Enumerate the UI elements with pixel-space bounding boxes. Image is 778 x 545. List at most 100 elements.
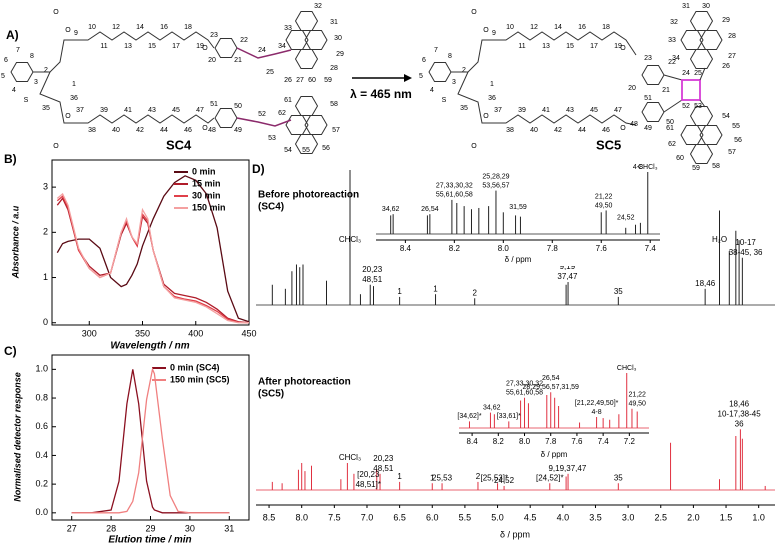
trace-title: (SC4): [258, 202, 284, 213]
atom-label: 47: [614, 107, 622, 114]
peak-annotation: [34,62]*: [457, 413, 481, 420]
x-tick-label: 4.0: [557, 512, 570, 522]
plot-frame: [51, 159, 250, 326]
atom-label: 48: [208, 127, 216, 134]
atom-label: 26: [722, 63, 730, 70]
peak-annotation: 20,23: [362, 265, 383, 274]
peak-annotation: 49,50: [595, 202, 613, 209]
atom-label: O: [483, 27, 489, 34]
x-tick-label: 8.0: [519, 437, 531, 446]
y-axis-label: Normalised detector response: [12, 372, 22, 502]
atom-label: 43: [566, 107, 574, 114]
atom-label: 38: [88, 127, 96, 134]
atom-label: 27: [296, 77, 304, 84]
x-tick-label: 6.0: [426, 512, 439, 522]
atom-label: 1: [490, 81, 494, 88]
x-tick-label: 7.8: [547, 244, 559, 253]
x-tick-label: 8.4: [467, 437, 479, 446]
peak-annotation: 26,54: [421, 206, 439, 213]
peak-annotation: 10-17,38-45: [718, 409, 762, 418]
atom-label: 42: [136, 127, 144, 134]
atom-label: 34: [672, 55, 680, 62]
atom-label: S: [442, 97, 447, 104]
atom-label: 30: [702, 3, 710, 10]
atom-label: 29: [336, 51, 344, 58]
atom-label: 58: [330, 101, 338, 108]
peak-annotation: 9,19,37,47: [548, 464, 586, 473]
peak-annotation: 20,23: [373, 454, 394, 463]
scheme-drawing: [10, 11, 723, 164]
atom-label: 19: [614, 43, 622, 50]
atom-label: 5: [419, 73, 423, 80]
atom-label: 22: [240, 37, 248, 44]
atom-label: 41: [542, 107, 550, 114]
atom-label: 33: [668, 37, 676, 44]
x-tick-label: 7.8: [545, 437, 557, 446]
atom-label: 48: [630, 121, 638, 128]
peak-annotation: 9,19: [560, 262, 576, 271]
atom-label: 60: [308, 77, 316, 84]
atom-label: 45: [172, 107, 180, 114]
atom-label: 51: [210, 101, 218, 108]
atom-label: 23: [644, 55, 652, 62]
atom-label: 15: [148, 43, 156, 50]
y-tick-label: 1: [43, 272, 48, 282]
atom-label: 60: [676, 155, 684, 162]
atom-label: 58: [712, 163, 720, 170]
atom-label: 8: [448, 53, 452, 60]
atom-label: O: [53, 9, 59, 16]
y-tick-label: 1.0: [35, 364, 48, 374]
atom-label: 12: [112, 24, 120, 31]
atom-label: O: [202, 125, 208, 132]
atom-label: 24: [682, 70, 690, 77]
panel-label: A): [6, 28, 19, 42]
atom-label: 31: [330, 19, 338, 26]
panel-label: D): [252, 162, 265, 176]
atom-label: 25: [694, 70, 702, 77]
y-tick-label: 0.4: [35, 450, 48, 460]
atom-label: 21: [662, 87, 670, 94]
y-tick-label: 0.8: [35, 392, 48, 402]
peak-annotation: 2: [472, 288, 477, 297]
atom-label: 35: [42, 105, 50, 112]
x-tick-label: 8.0: [498, 244, 510, 253]
atom-label: 20: [208, 57, 216, 64]
atom-label: 56: [734, 137, 742, 144]
atom-label: 13: [542, 43, 550, 50]
atom-label: O: [471, 143, 477, 150]
peak-annotation: 25,28,29: [482, 173, 509, 180]
x-axis-label: Wavelength / nm: [110, 341, 189, 352]
peak-annotation: 10-17: [735, 238, 756, 247]
legend-label: 15 min: [192, 178, 221, 188]
atom-label: 7: [434, 47, 438, 54]
x-tick-label: 1.0: [752, 512, 765, 522]
atom-label: 19: [196, 43, 204, 50]
atom-label: 23: [210, 32, 218, 39]
atom-label: 3: [34, 79, 38, 86]
series-line: [71, 369, 230, 514]
x-tick-label: 7.6: [596, 244, 608, 253]
atom-label: 11: [518, 43, 525, 50]
atom-label: 10: [88, 24, 96, 31]
peak-annotation: [20,23: [357, 470, 380, 479]
y-tick-label: 0.6: [35, 421, 48, 431]
atom-label: 27: [728, 53, 736, 60]
arrow-label: λ = 465 nm: [350, 87, 412, 101]
atom-label: O: [483, 113, 489, 120]
atom-label: 40: [530, 127, 538, 134]
peak-annotation: 35: [614, 287, 623, 296]
atom-label: 2: [462, 67, 466, 74]
x-tick-label: 8.4: [400, 244, 412, 253]
peak-annotation: 21,22: [628, 392, 646, 399]
atom-label: 28: [330, 65, 338, 72]
atom-label: 24: [258, 47, 266, 54]
x-axis-label: δ / ppm: [500, 529, 530, 539]
series-line: [56, 195, 250, 324]
atom-label: 46: [184, 127, 192, 134]
x-tick-label: 3.5: [589, 512, 602, 522]
atom-label: 49: [234, 127, 242, 134]
x-tick-label: 27: [67, 523, 77, 533]
atom-label: 36: [70, 95, 78, 102]
panel-label: C): [4, 344, 17, 358]
atom-label: O: [65, 113, 71, 120]
